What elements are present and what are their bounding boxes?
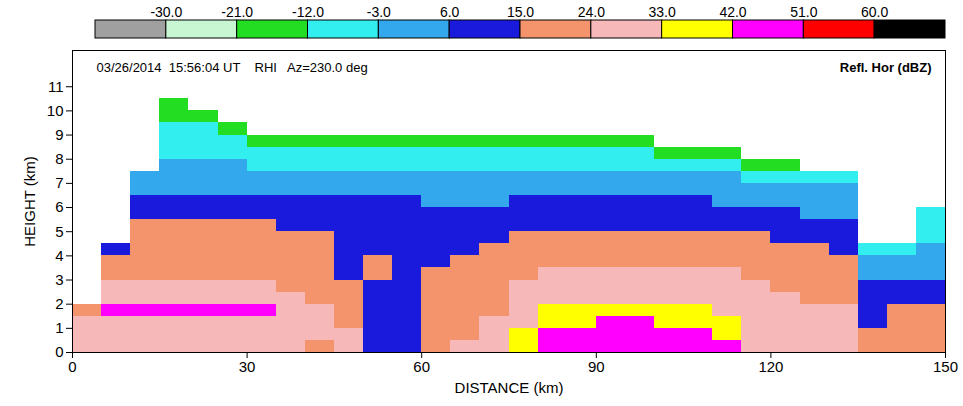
svg-text:2: 2 xyxy=(55,295,63,312)
svg-text:60.0: 60.0 xyxy=(861,4,888,20)
svg-text:-12.0: -12.0 xyxy=(292,4,324,20)
svg-text:3: 3 xyxy=(55,271,63,288)
svg-text:6: 6 xyxy=(55,198,63,215)
svg-text:1: 1 xyxy=(55,319,63,336)
svg-text:33.0: 33.0 xyxy=(649,4,676,20)
svg-text:0: 0 xyxy=(68,358,76,375)
svg-text:9: 9 xyxy=(55,126,63,143)
svg-text:30: 30 xyxy=(239,358,256,375)
svg-text:51.0: 51.0 xyxy=(790,4,817,20)
svg-text:Refl. Hor (dBZ): Refl. Hor (dBZ) xyxy=(840,60,932,75)
svg-text:-21.0: -21.0 xyxy=(221,4,253,20)
svg-text:11: 11 xyxy=(48,78,64,95)
svg-text:60: 60 xyxy=(413,358,430,375)
svg-text:03/26/2014 15:56:04 UT RHI: 03/26/2014 15:56:04 UT RHI Az=230.0 deg xyxy=(97,60,368,75)
svg-text:-30.0: -30.0 xyxy=(150,4,182,20)
svg-text:10: 10 xyxy=(47,102,64,119)
svg-text:6.0: 6.0 xyxy=(440,4,460,20)
svg-text:DISTANCE (km): DISTANCE (km) xyxy=(455,379,564,396)
svg-text:90: 90 xyxy=(588,358,605,375)
svg-text:7: 7 xyxy=(55,174,63,191)
svg-text:8: 8 xyxy=(55,150,63,167)
svg-text:120: 120 xyxy=(758,358,783,375)
svg-text:42.0: 42.0 xyxy=(719,4,746,20)
svg-text:150: 150 xyxy=(933,358,958,375)
svg-text:5: 5 xyxy=(55,223,63,240)
svg-text:24.0: 24.0 xyxy=(578,4,605,20)
svg-text:-3.0: -3.0 xyxy=(367,4,391,20)
svg-text:15.0: 15.0 xyxy=(507,4,534,20)
svg-text:0: 0 xyxy=(55,343,63,360)
svg-text:HEIGHT (km): HEIGHT (km) xyxy=(21,156,38,247)
svg-text:4: 4 xyxy=(55,247,63,264)
